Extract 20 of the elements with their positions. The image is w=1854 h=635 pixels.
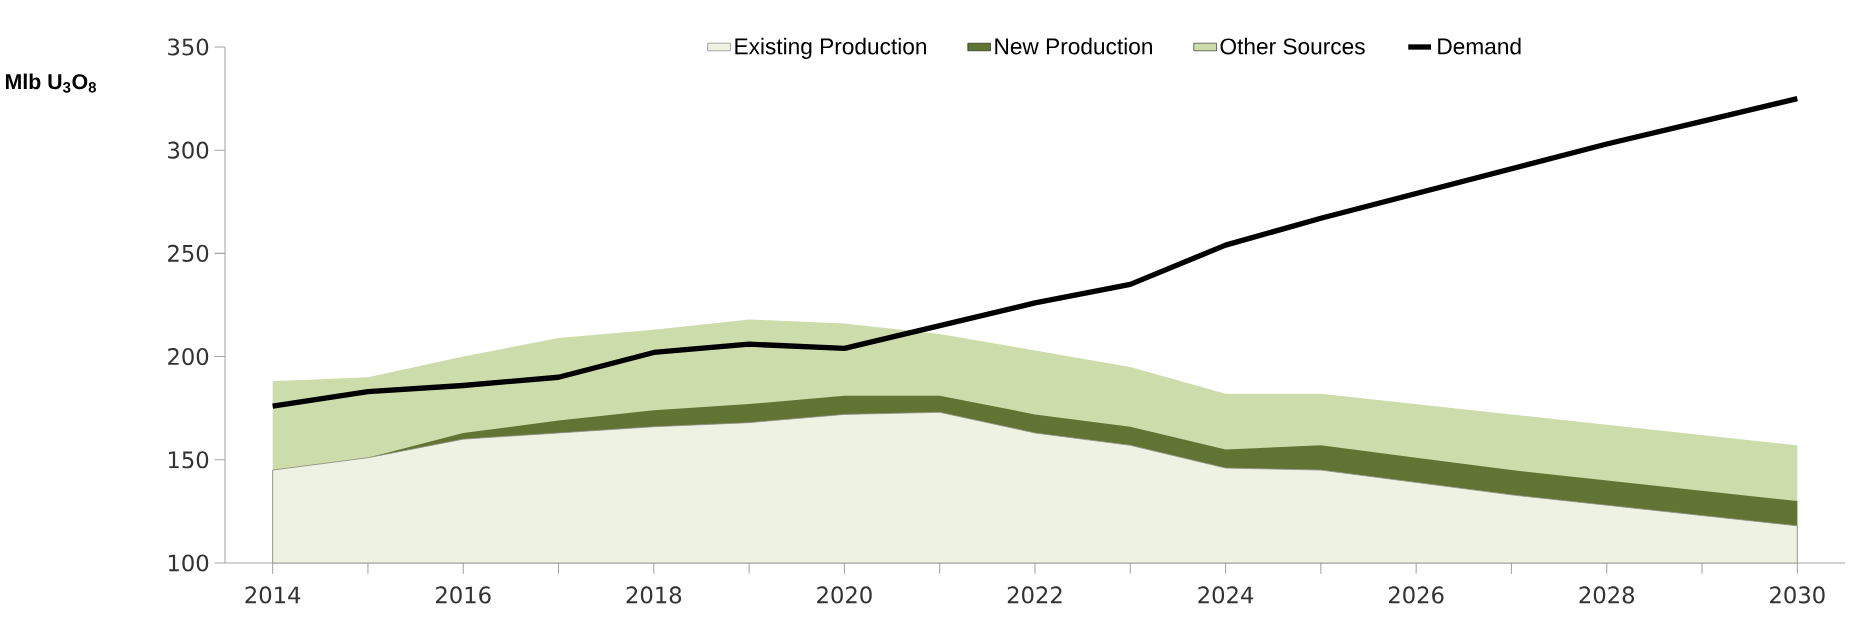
x-tick-label: 2020 <box>817 586 872 604</box>
legend-label: Other Sources <box>1220 37 1365 55</box>
legend-label: Demand <box>1438 37 1521 55</box>
x-tick-label: 2018 <box>626 586 682 604</box>
y-tick-label: 350 <box>168 38 209 56</box>
y-tick-label: 100 <box>168 554 209 572</box>
x-tick-label: 2016 <box>436 586 491 604</box>
y-tick-label: 250 <box>168 244 209 262</box>
x-tick-label: 2026 <box>1388 586 1444 604</box>
x-tick-label: 2024 <box>1198 586 1254 604</box>
y-tick-label: 150 <box>168 451 209 469</box>
legend-label: Existing Production <box>735 37 926 59</box>
y-tick-label: 300 <box>168 141 209 159</box>
legend-label: New Production <box>995 37 1152 55</box>
x-tick-label: 2028 <box>1579 586 1635 604</box>
x-tick-label: 2030 <box>1770 586 1825 604</box>
y-tick-label: 200 <box>168 348 209 366</box>
y-axis-title: Mlb U$_{3}$O$_{8}$ <box>5 73 97 93</box>
x-tick-label: 2014 <box>245 586 301 604</box>
x-tick-label: 2022 <box>1007 586 1062 604</box>
